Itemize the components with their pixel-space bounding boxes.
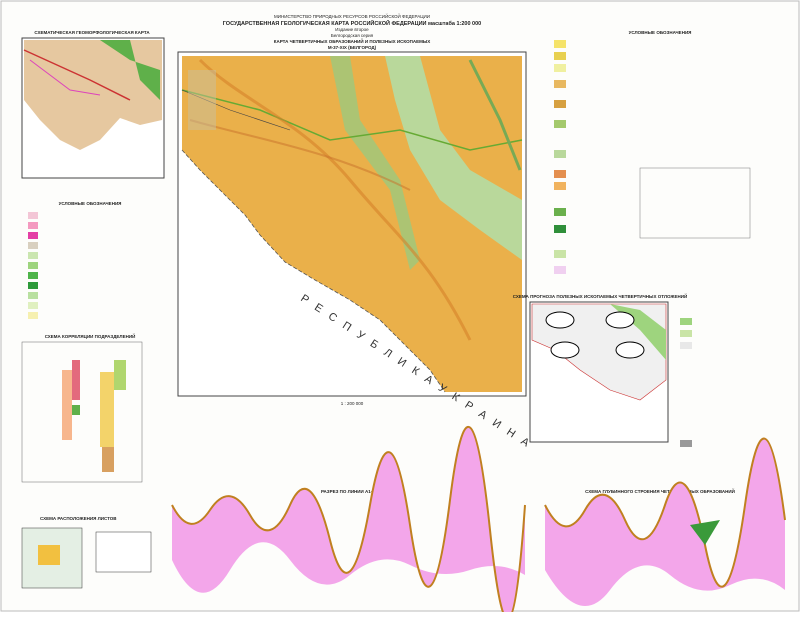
sheet-layout: СХЕМА РАСПОЛОЖЕНИЯ ЛИСТОВ <box>21 516 152 589</box>
panel-title: СХЕМА КОРРЕЛЯЦИИ ПОДРАЗДЕЛЕНИЙ <box>45 332 136 339</box>
main-map: Р Е С П У Б Л И К А У К Р А И Н А 1 : 20… <box>177 51 534 451</box>
edition: Издание второе <box>335 27 369 32</box>
scale: 1 : 200 000 <box>341 401 364 406</box>
panel-title: УСЛОВНЫЕ ОБОЗНАЧЕНИЯ <box>59 201 122 206</box>
sheet-number: M-37-XIX (БЕЛГОРОД) <box>328 45 377 50</box>
panel-title: УСЛОВНЫЕ ОБОЗНАЧЕНИЯ <box>629 30 692 35</box>
panel-title: СХЕМА РАСПОЛОЖЕНИЯ ЛИСТОВ <box>40 516 117 521</box>
prognosis-scheme: СХЕМА ПРОГНОЗА ПОЛЕЗНЫХ ИСКОПАЕМЫХ ЧЕТВЕ… <box>513 292 692 447</box>
panel-title: СХЕМАТИЧЕСКАЯ ГЕОМОРФОЛОГИЧЕСКАЯ КАРТА <box>34 30 150 35</box>
panel-title: СХЕМА ПРОГНОЗА ПОЛЕЗНЫХ ИСКОПАЕМЫХ ЧЕТВЕ… <box>513 292 687 299</box>
cross-sections: РАЗРЕЗ ПО ЛИНИИ А1–А2 СХЕМА ГЛУБИННОГО С… <box>171 425 786 617</box>
title: ГОСУДАРСТВЕННАЯ ГЕОЛОГИЧЕСКАЯ КАРТА РОСС… <box>223 19 481 27</box>
map-title: КАРТА ЧЕТВЕРТИЧНЫХ ОБРАЗОВАНИЙ И ПОЛЕЗНЫ… <box>274 37 431 44</box>
ministry: МИНИСТЕРСТВО ПРИРОДНЫХ РЕСУРСОВ РОССИЙСК… <box>274 12 430 19</box>
correlation-scheme: СХЕМА КОРРЕЛЯЦИИ ПОДРАЗДЕЛЕНИЙ <box>21 332 143 483</box>
series: Белгородская серия <box>331 33 374 38</box>
geomorph-inset: СХЕМАТИЧЕСКАЯ ГЕОМОРФОЛОГИЧЕСКАЯ КАРТА <box>21 30 165 179</box>
panel-title: СХЕМА ГЛУБИННОГО СТРОЕНИЯ ЧЕТВЕРТИЧНЫХ О… <box>585 487 735 494</box>
legend: УСЛОВНЫЕ ОБОЗНАЧЕНИЯ <box>554 30 751 274</box>
geomorph-legend: УСЛОВНЫЕ ОБОЗНАЧЕНИЯ <box>28 201 121 319</box>
panel-title: РАЗРЕЗ ПО ЛИНИИ А1–А2 <box>321 489 380 494</box>
